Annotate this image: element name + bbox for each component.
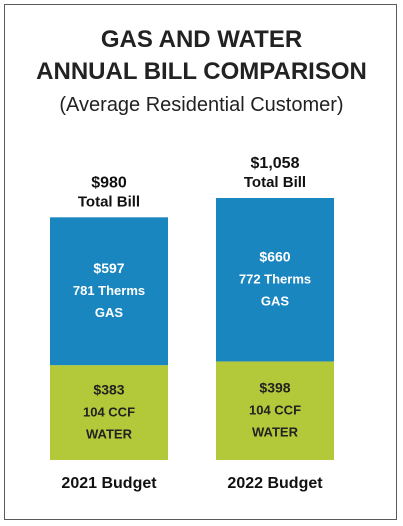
chart-title-line-1: GAS AND WATER: [100, 26, 303, 53]
chart-frame: [4, 4, 397, 520]
bar-segment-gas-1: [50, 217, 168, 366]
data-label-water-name-1: WATER: [86, 427, 133, 442]
data-label-water-amount-2: $398: [259, 380, 290, 396]
data-label-gas-usage-1: 781 Therms: [73, 283, 145, 298]
data-label-water-amount-1: $383: [93, 382, 124, 398]
total-bill-label-2: Total Bill: [244, 174, 306, 191]
chart-subtitle: (Average Residential Customer): [59, 94, 344, 116]
total-bill-label-1: Total Bill: [78, 193, 140, 210]
data-label-gas-name-2: GAS: [261, 294, 290, 309]
total-amount-label-2: $1,058: [251, 155, 300, 172]
data-label-gas-amount-2: $660: [259, 249, 290, 265]
category-label-2: 2022 Budget: [227, 475, 323, 492]
total-amount-label-1: $980: [91, 174, 127, 191]
data-label-water-name-2: WATER: [252, 425, 299, 440]
category-label-1: 2021 Budget: [61, 475, 157, 492]
bar-segment-water-2: [216, 361, 334, 460]
data-label-gas-name-1: GAS: [95, 305, 124, 320]
bar-segment-gas-2: [216, 198, 334, 362]
bar-segment-water-1: [50, 365, 168, 460]
data-label-water-usage-1: 104 CCF: [83, 405, 135, 420]
chart-title-line-2: ANNUAL BILL COMPARISON: [36, 58, 367, 85]
data-label-gas-usage-2: 772 Therms: [239, 272, 311, 287]
data-label-gas-amount-1: $597: [93, 260, 124, 276]
data-label-water-usage-2: 104 CCF: [249, 403, 301, 418]
